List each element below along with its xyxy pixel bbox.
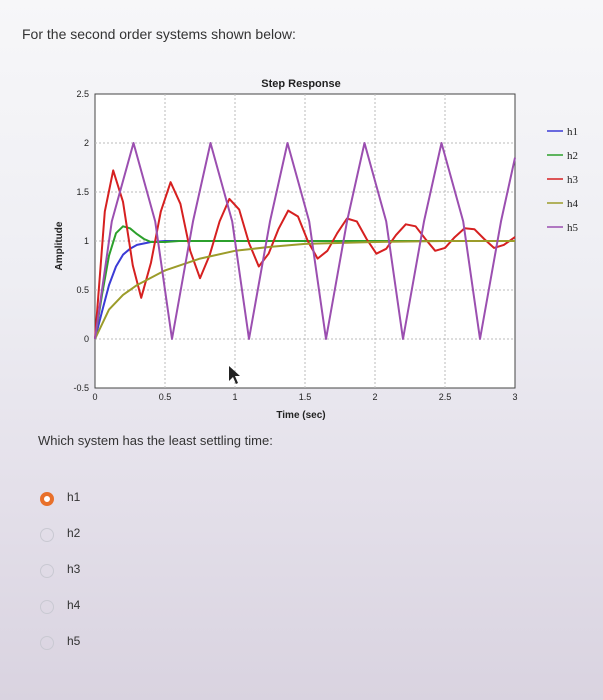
x-tick-label: 1.5 [299,392,312,402]
legend-label-h5: h5 [567,222,579,234]
x-tick-label: 3 [512,392,517,402]
x-tick-label: 1 [232,392,237,402]
legend: h1 h2 h3 h4 h5 [547,126,579,234]
y-tick-label: 0.5 [76,285,89,295]
series-line-h5 [94,142,516,340]
y-tick-label: 0 [84,334,89,344]
x-tick-label: 2 [372,392,377,402]
step-response-chart: 0 0.5 1 1.5 2 2.5 3-0.500.511.522.5 h1h2h3h4h5… [54,78,579,421]
radio-h1[interactable] [40,492,54,506]
x-tick-label: 0 [92,392,97,402]
y-tick-label: 2.5 [76,89,89,99]
legend-label-h2: h2 [567,150,578,162]
series-line-h2 [94,225,515,340]
x-tick-label: 2.5 [439,392,452,402]
y-tick-label: 2 [84,138,89,148]
tick-labels: 0 0.5 1 1.5 2 2.5 3-0.500.511.522.5 [73,89,517,402]
option-label-h4: h4 [67,598,81,612]
x-tick-label: 0.5 [159,392,172,402]
radio-h5[interactable] [40,636,54,650]
y-tick-label: 1.5 [76,187,89,197]
y-tick-label: -0.5 [73,383,89,393]
legend-label-h1: h1 [567,126,578,138]
radio-h2[interactable] [40,528,54,542]
series-line-h4 [94,240,515,340]
y-tick-label: 1 [84,236,89,246]
option-label-h3: h3 [67,562,81,576]
option-label-h1: h1 [67,490,81,504]
series-line-h3 [94,169,516,340]
radio-h4[interactable] [40,600,54,614]
chart-title: Step Response [261,78,340,90]
option-label-h5: h5 [67,634,81,648]
legend-label-h3: h3 [567,174,579,186]
legend-label-h4: h4 [567,198,579,210]
x-axis-label: Time (sec) [276,410,325,421]
y-axis-label: Amplitude [54,221,65,270]
series-lines [94,142,516,340]
option-label-h2: h2 [67,526,81,540]
prompt-text: Which system has the least settling time… [38,433,273,448]
question-text: For the second order systems shown below… [22,26,296,42]
radio-h3[interactable] [40,564,54,578]
grid [95,94,515,388]
mouse-cursor-icon [229,366,240,384]
